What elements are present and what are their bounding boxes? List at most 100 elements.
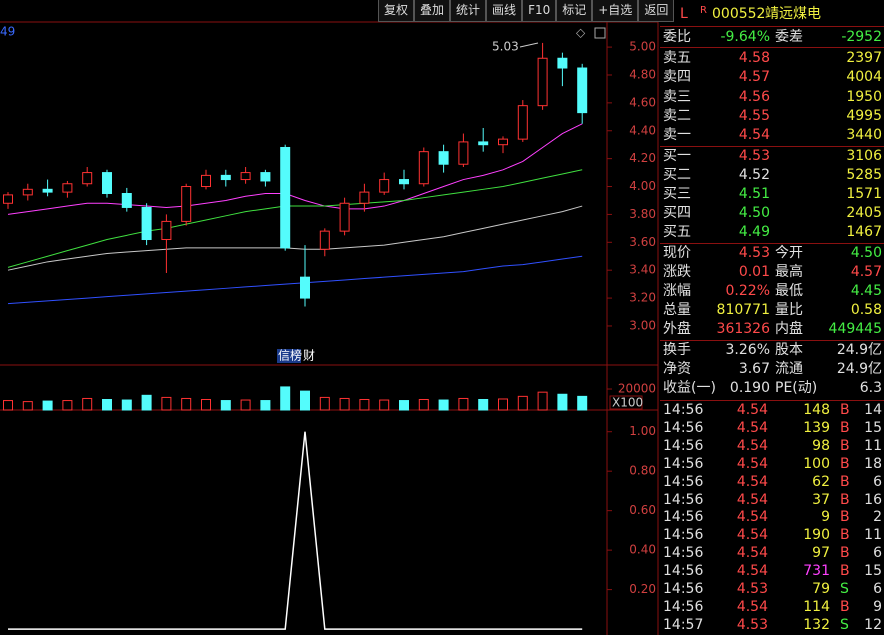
y-tick-label: 4.00 [629,179,656,193]
toolbar-button[interactable]: +自选 [592,0,639,22]
quote-cell: 委差 [775,29,803,45]
y-tick-label: 0.40 [629,543,656,557]
icon[interactable] [594,27,606,39]
quote-cell: S [840,581,849,597]
volume-bar [161,396,172,411]
quote-cell: 14:56 [663,437,704,454]
quote-cell: 4.57 [850,264,882,280]
quote-cell: 9 [873,598,882,615]
candle-body [498,138,508,146]
separator [660,340,884,341]
quote-cell: B [840,598,850,615]
candle-body [141,206,152,241]
quote-cell: R [700,5,707,16]
quote-cell: 98 [812,437,830,454]
candle-body [557,57,568,69]
volume-bar [300,390,310,411]
quote-cell: 最高 [775,264,803,280]
quote-cell: 最低 [775,283,803,299]
quote-cell: 4.54 [736,419,768,436]
quote-cell: 4.52 [738,167,770,183]
volume-bar [418,399,429,411]
quote-cell: 14:56 [663,598,704,615]
quote-cell: 买二 [663,167,691,183]
candle-body [359,191,370,204]
volume-bar [537,391,548,411]
volume-bar [201,399,211,411]
quote-cell: 14:56 [663,581,704,597]
quote-cell: 1571 [846,186,882,202]
volume-bar [577,395,588,411]
volume-bar [557,393,568,411]
y-tick-label: 3.00 [629,318,656,332]
quote-cell: 4.54 [736,598,768,615]
quote-cell: B [840,437,850,454]
toolbar-button[interactable]: 标记 [556,0,593,22]
toolbar-button[interactable]: 复权 [378,0,415,22]
quote-cell: B [840,563,850,580]
badge[interactable]: 财 [303,349,315,363]
quote-cell: 18 [864,455,882,472]
quote-cell: 24.9亿 [836,361,882,377]
candle-body [42,188,53,193]
candle-body [181,186,192,222]
candle-body [82,172,93,185]
toolbar-button[interactable]: F10 [522,0,557,22]
quote-cell: 4.49 [738,224,770,240]
quote-cell: 0.58 [850,302,882,318]
volume-bar [517,395,528,411]
quote-cell: 靖远煤电 [765,6,821,22]
quote-cell: 委比 [663,29,691,45]
quote-cell: 4.55 [738,108,770,124]
icon[interactable]: ◇ [576,26,586,40]
quote-cell: 量比 [775,302,803,318]
separator [660,47,884,48]
volume-bar [359,399,370,411]
quote-cell: B [840,545,850,562]
quote-cell: 3440 [846,127,882,143]
quote-cell: 3.67 [738,361,770,377]
quote-cell: 14:56 [663,527,704,544]
toolbar-button[interactable]: 画线 [486,0,523,22]
candle-body [121,193,132,208]
quote-cell: 1950 [846,89,882,105]
volume-bar [240,399,251,411]
quote-cell: 2397 [846,50,882,66]
quote-cell: 卖五 [663,50,691,66]
candle-body [22,188,33,196]
quote-cell: 449445 [828,321,882,337]
candle-body [379,179,390,193]
candle-body [102,172,112,195]
quote-cell: S [840,616,849,633]
candle-body [418,151,429,185]
toolbar-button[interactable]: 返回 [638,0,675,22]
quote-cell: 79 [812,581,830,597]
y-tick-label: 4.60 [629,95,656,109]
quote-cell: 4.54 [736,455,768,472]
moving-average [7,205,583,271]
badge[interactable]: 信榜 [278,348,302,363]
quote-cell: 现价 [663,245,691,261]
chart-area: 49 5.03 ◇ 信榜 财 X100 5.00 4.80 4.60 4.40 4.20… [0,0,659,635]
toolbar: 复权 叠加 统计 画线 F10 标记 +自选 返回 [378,0,675,22]
quote-cell: 4.58 [738,50,770,66]
quote-cell: PE(动) [775,380,818,396]
quote-cell: 净资 [663,361,691,377]
quote-cell: 24.9亿 [836,342,882,358]
quote-cell: 14:56 [663,545,704,562]
candle-body [201,174,211,188]
volume-bar [62,400,73,411]
quote-cell: 总量 [663,302,691,318]
toolbar-button[interactable]: 叠加 [414,0,451,22]
quote-cell: 5285 [846,167,882,183]
y-tick-label: 3.40 [629,263,656,277]
toolbar-button[interactable]: 统计 [450,0,487,22]
y-tick-label: 4.80 [629,67,656,81]
quote-cell: 0.22% [725,283,770,299]
quote-cell: 4.45 [850,283,882,299]
quote-cell: 卖三 [663,89,691,105]
volume-bar [82,397,93,411]
quote-cell: 12 [864,616,882,633]
volume-bar [141,394,152,411]
volume-bar [181,397,192,411]
